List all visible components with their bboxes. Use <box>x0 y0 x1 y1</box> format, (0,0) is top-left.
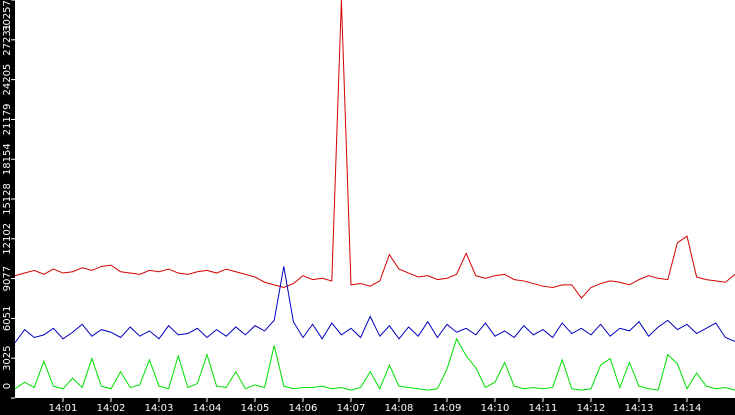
y-tick-label: 3025 <box>2 345 13 370</box>
y-tick-label: 27231 <box>2 24 13 56</box>
series-line <box>14 266 735 344</box>
y-tick-label: 24205 <box>2 64 13 96</box>
x-tick-label: 14:07 <box>337 403 366 414</box>
x-tick-label: 14:11 <box>529 403 558 414</box>
x-tick-label: 14:01 <box>49 403 78 414</box>
x-tick-label: 14:03 <box>145 403 174 414</box>
x-tick-label: 14:14 <box>673 403 702 414</box>
y-tick-label: 30257 <box>2 0 13 32</box>
series-line <box>14 337 735 391</box>
x-tick-label: 14:04 <box>193 403 222 414</box>
y-tick-label: 18154 <box>2 143 13 175</box>
x-tick-label: 14:06 <box>289 403 318 414</box>
y-tick-label: 12102 <box>2 223 13 255</box>
x-tick-label: 14:05 <box>241 403 270 414</box>
y-tick-label: 6051 <box>2 306 13 331</box>
x-tick-label: 14:08 <box>385 403 414 414</box>
x-tick-label: 14:10 <box>481 403 510 414</box>
y-tick-label: 0 <box>2 383 13 389</box>
y-tick-label: 21179 <box>2 104 13 136</box>
x-tick-label: 14:09 <box>433 403 462 414</box>
x-tick-label: 14:02 <box>97 403 126 414</box>
y-axis-band <box>0 0 15 415</box>
y-tick-label: 9077 <box>2 266 13 291</box>
x-axis-band <box>0 398 735 415</box>
x-tick-label: 14:12 <box>577 403 606 414</box>
x-tick-label: 14:13 <box>625 403 654 414</box>
series-line <box>14 0 735 299</box>
y-tick-label: 15128 <box>2 183 13 215</box>
